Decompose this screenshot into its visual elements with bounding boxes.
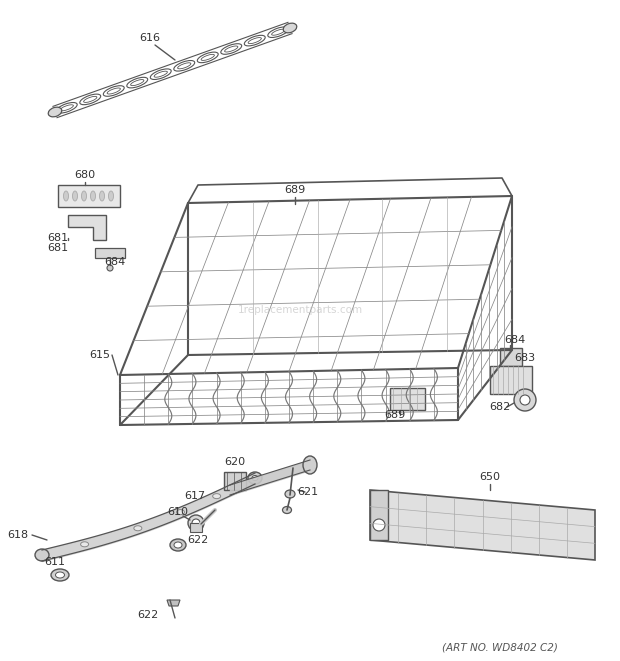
Ellipse shape: [134, 525, 142, 531]
Polygon shape: [95, 248, 125, 258]
Polygon shape: [167, 600, 180, 606]
Text: 621: 621: [298, 487, 319, 497]
Text: 689: 689: [384, 410, 405, 420]
Ellipse shape: [373, 519, 385, 531]
Polygon shape: [370, 490, 595, 560]
Bar: [500, 348, 522, 366]
Text: 650: 650: [479, 472, 500, 482]
Ellipse shape: [177, 510, 185, 514]
Text: 681: 681: [48, 243, 69, 253]
Text: 610: 610: [167, 507, 188, 517]
Bar: [490, 366, 532, 394]
Ellipse shape: [192, 519, 200, 527]
Ellipse shape: [514, 389, 536, 411]
Text: 615: 615: [89, 350, 110, 360]
Text: 681: 681: [48, 233, 69, 243]
Text: 618: 618: [7, 530, 28, 540]
Ellipse shape: [56, 572, 64, 578]
Ellipse shape: [91, 191, 95, 201]
Ellipse shape: [170, 539, 186, 551]
Text: 684: 684: [104, 257, 126, 267]
Ellipse shape: [174, 542, 182, 548]
Text: 682: 682: [489, 402, 511, 412]
Ellipse shape: [81, 191, 87, 201]
Ellipse shape: [63, 191, 68, 201]
Polygon shape: [58, 185, 120, 207]
Text: 611: 611: [45, 557, 66, 567]
Bar: [390, 388, 425, 410]
Text: (ART NO. WD8402 C2): (ART NO. WD8402 C2): [442, 643, 558, 653]
Ellipse shape: [51, 569, 69, 581]
Text: 683: 683: [515, 353, 536, 363]
Ellipse shape: [99, 191, 105, 201]
Ellipse shape: [248, 472, 262, 484]
Bar: [224, 472, 246, 490]
Polygon shape: [68, 215, 106, 240]
Ellipse shape: [48, 107, 62, 117]
Text: 616: 616: [140, 33, 161, 43]
Ellipse shape: [303, 456, 317, 474]
Text: 680: 680: [74, 170, 95, 180]
Text: 689: 689: [285, 185, 306, 195]
Polygon shape: [190, 523, 202, 532]
Ellipse shape: [73, 191, 78, 201]
Ellipse shape: [252, 475, 258, 481]
Ellipse shape: [285, 490, 295, 498]
Ellipse shape: [520, 395, 530, 405]
Ellipse shape: [213, 494, 221, 498]
Ellipse shape: [107, 265, 113, 271]
Text: 620: 620: [224, 457, 246, 467]
Ellipse shape: [283, 23, 297, 33]
Text: 617: 617: [184, 491, 206, 501]
Bar: [370, 490, 388, 540]
Ellipse shape: [81, 542, 89, 547]
Ellipse shape: [283, 506, 291, 514]
Text: 622: 622: [187, 535, 208, 545]
Ellipse shape: [188, 515, 204, 531]
Text: 1replacementparts.com: 1replacementparts.com: [237, 305, 363, 315]
Ellipse shape: [35, 549, 49, 561]
Text: 622: 622: [138, 610, 159, 620]
Ellipse shape: [108, 191, 113, 201]
Text: 684: 684: [505, 335, 526, 345]
